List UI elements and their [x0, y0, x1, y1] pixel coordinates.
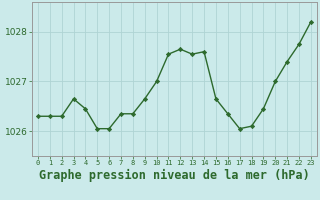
X-axis label: Graphe pression niveau de la mer (hPa): Graphe pression niveau de la mer (hPa): [39, 169, 310, 182]
